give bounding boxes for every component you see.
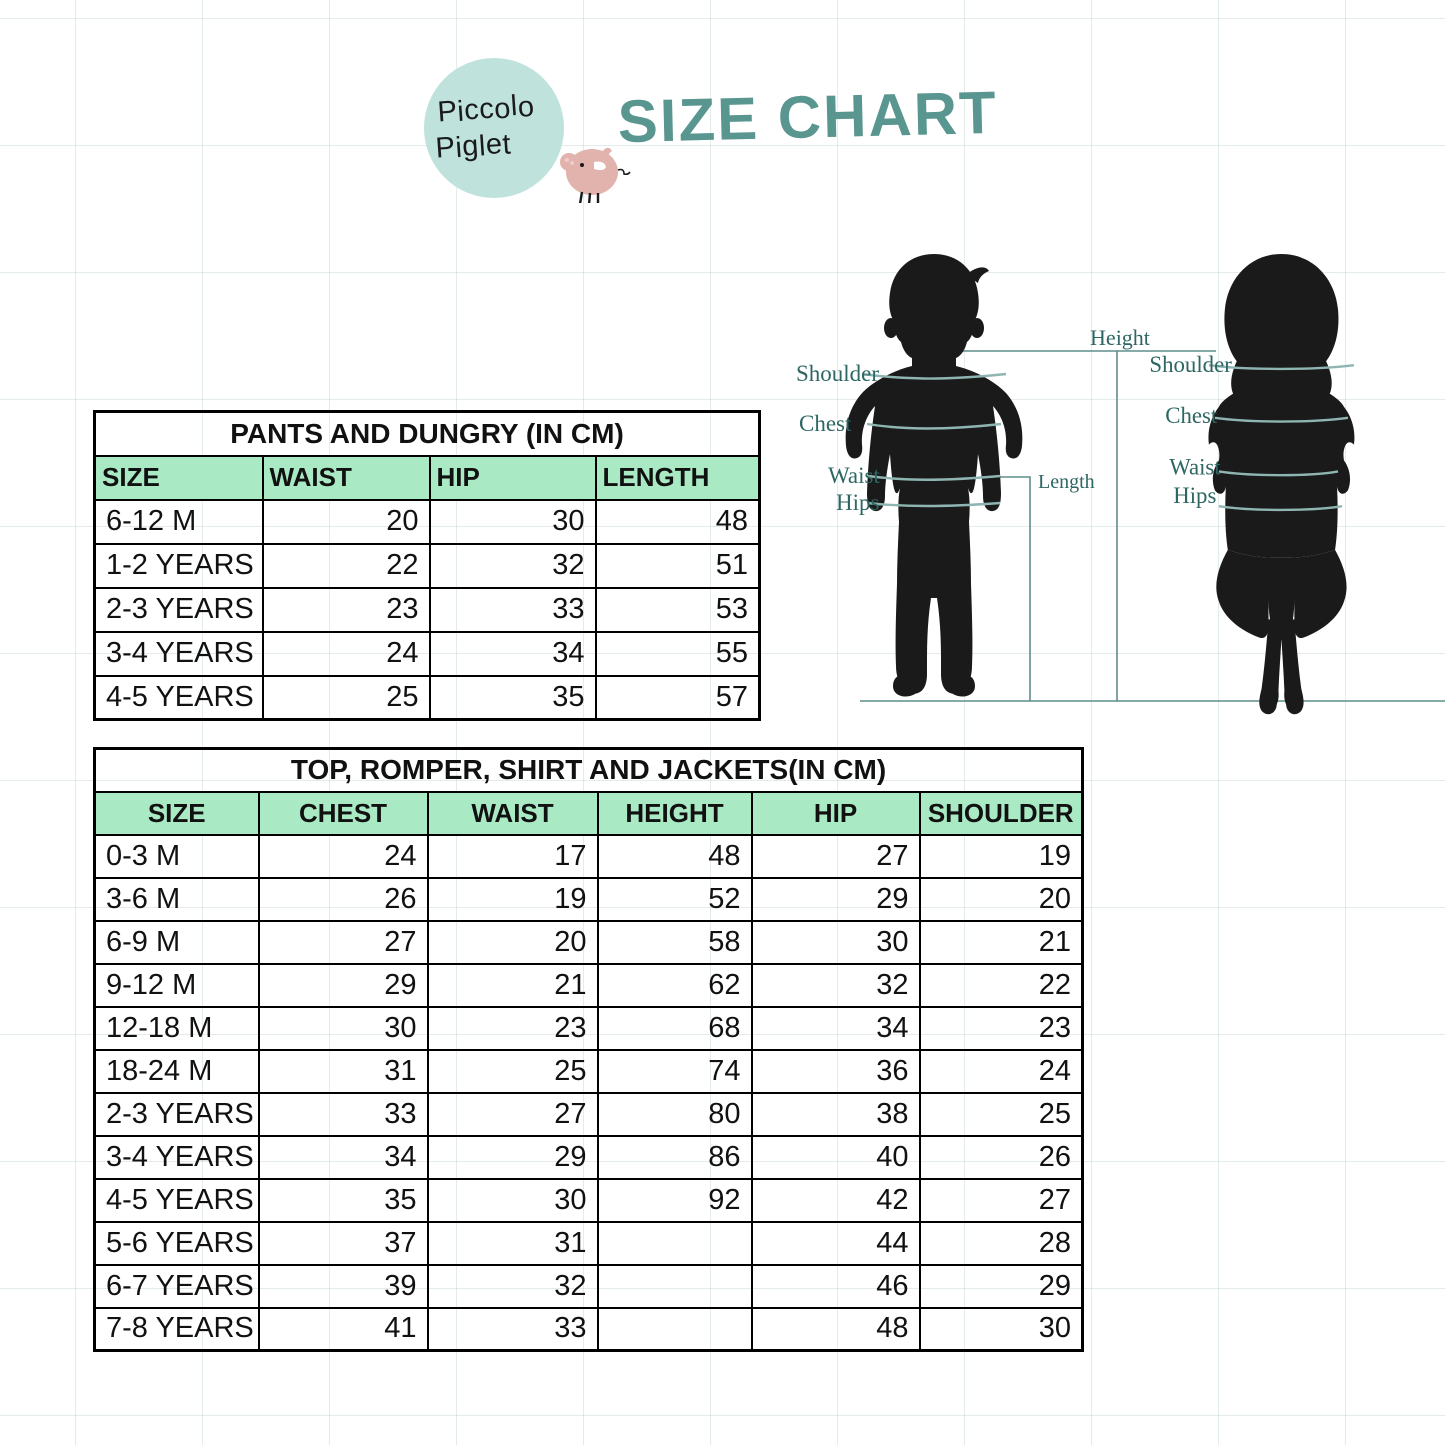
svg-text:Chest: Chest bbox=[1165, 403, 1218, 428]
svg-text:Waist: Waist bbox=[1169, 454, 1221, 479]
svg-text:Shoulder: Shoulder bbox=[1149, 352, 1232, 377]
svg-text:Hips: Hips bbox=[836, 490, 880, 515]
svg-text:Chest: Chest bbox=[799, 411, 852, 436]
svg-text:Piglet: Piglet bbox=[434, 127, 512, 165]
svg-text:Length: Length bbox=[1038, 471, 1095, 493]
svg-text:Hips: Hips bbox=[1173, 483, 1216, 508]
svg-text:Shoulder: Shoulder bbox=[796, 361, 879, 386]
svg-text:Waist: Waist bbox=[828, 463, 880, 488]
svg-text:Piccolo: Piccolo bbox=[436, 89, 535, 130]
svg-text:Height: Height bbox=[1090, 325, 1150, 350]
